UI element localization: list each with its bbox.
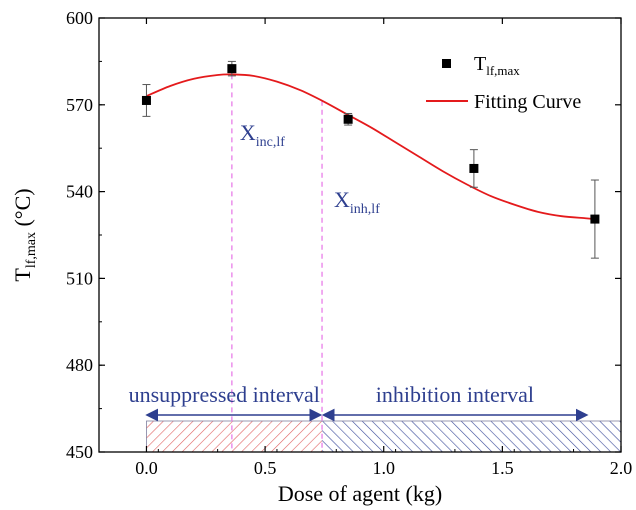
- data-points-layer: [141, 60, 600, 259]
- x-tick-label-2: 1.0: [372, 458, 395, 478]
- data-point-4: [590, 214, 600, 224]
- legend-label-tlfmax: Tlf,max: [474, 53, 520, 78]
- y-tick-label-0: 450: [66, 442, 93, 462]
- legend-label-tlfmax-main: T: [474, 53, 486, 75]
- y-tick-label-2: 510: [66, 268, 93, 288]
- data-point-2: [343, 114, 353, 124]
- data-point-1: [227, 64, 237, 74]
- legend-marker-square: [442, 59, 451, 68]
- annotation-x-inh-lf: Xinh,lf: [334, 187, 380, 217]
- data-point-3: [469, 163, 479, 173]
- y-axis-label-unit: (°C): [10, 188, 35, 232]
- annotation-x-inc-lf: Xinc,lf: [240, 120, 285, 150]
- y-axis-label: Tlf,max (°C): [10, 188, 39, 281]
- annotation-x-inc-main: X: [240, 120, 256, 145]
- y-tick-label-4: 570: [66, 95, 93, 115]
- interval-hatch-1: [322, 421, 621, 452]
- fitting-curve: [146, 73, 595, 220]
- y-tick-label-1: 480: [66, 355, 93, 375]
- interval-hatch-layer: [146, 420, 622, 453]
- data-point-0: [141, 95, 151, 105]
- annotation-x-inc-sub: inc,lf: [256, 135, 285, 150]
- x-axis-label: Dose of agent (kg): [278, 481, 442, 506]
- fitting-curve-layer: [146, 73, 595, 220]
- x-tick-label-3: 1.5: [491, 458, 514, 478]
- annotation-x-inh-main: X: [334, 187, 350, 212]
- interval-hatch-0: [146, 421, 323, 452]
- legend-label-tlfmax-sub: lf,max: [486, 63, 520, 78]
- y-tick-label-3: 540: [66, 182, 93, 202]
- y-tick-label-5: 600: [66, 8, 93, 28]
- unsuppressed-interval-label: unsuppressed interval: [129, 382, 320, 407]
- y-axis-label-main: T: [10, 268, 35, 282]
- inhibition-interval-label: inhibition interval: [376, 382, 534, 407]
- legend-label-fitting-curve: Fitting Curve: [474, 91, 581, 113]
- x-tick-label-4: 2.0: [610, 458, 633, 478]
- y-axis-label-sub: lf,max: [24, 232, 39, 268]
- marker-lines: [231, 74, 323, 452]
- tick-labels: 0.0 0.5 1.0 1.5 2.0 450 480 510 540 570 600: [66, 8, 632, 478]
- legend: Tlf,max Fitting Curve: [426, 53, 581, 113]
- annotation-x-inh-sub: inh,lf: [350, 202, 380, 217]
- axes: [98, 17, 622, 453]
- x-tick-label-0: 0.0: [135, 458, 158, 478]
- x-tick-label-1: 0.5: [254, 458, 277, 478]
